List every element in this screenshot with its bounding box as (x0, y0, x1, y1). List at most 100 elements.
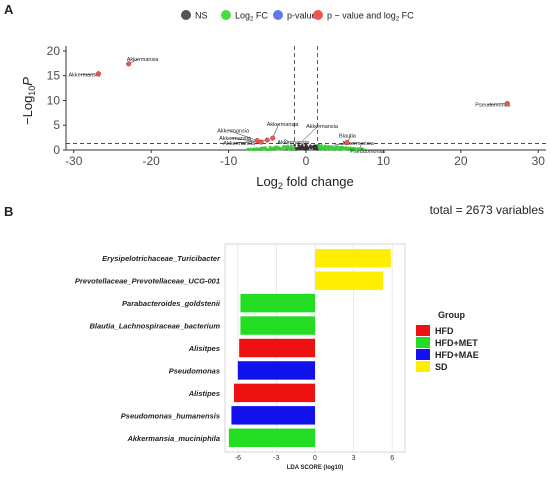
ns-point (297, 145, 301, 149)
ns-point (270, 148, 274, 151)
panel-letter-a: A (4, 2, 14, 17)
ns-point (309, 144, 312, 147)
lda-category-label: Pseudomonas_humanensis (121, 411, 220, 420)
label-leader-line (333, 142, 354, 146)
group-legend-items: HFD HFD+MET HFD+MAE SD (416, 325, 479, 372)
label-leader-line (80, 73, 99, 75)
lda-x-tick-label: 3 (352, 455, 356, 462)
lda-category-label: Prevotellaceae_Prevotellaceae_UCG-001 (75, 277, 220, 286)
significant-point (126, 61, 132, 67)
x-tick-label: 0 (303, 154, 310, 168)
lda-bar (240, 316, 315, 335)
ns-point (321, 146, 324, 150)
legend-label: NS (195, 11, 208, 21)
total-variables: total = 2673 variables (430, 203, 544, 217)
ns-point (304, 147, 308, 150)
significant-point (270, 135, 276, 141)
ns-point (334, 145, 338, 148)
ns-point (316, 148, 319, 151)
ns-point (309, 146, 313, 150)
y-axis-title: −Log10P (20, 77, 37, 125)
point-label: Akkermansia (217, 129, 250, 135)
label-leader-line (229, 130, 258, 141)
ns-point (257, 147, 261, 151)
significant-point (344, 140, 350, 146)
group-legend-swatch (416, 325, 430, 336)
lda-category-label: Alistipes (188, 389, 220, 398)
x-axis-title-rest: fold change (283, 174, 354, 189)
group-legend-label: HFD+MAE (435, 350, 479, 360)
legend-marker (221, 10, 231, 20)
panel-letter-b: B (4, 204, 13, 219)
lda-category-label: Parabacteroides_goldstenii (122, 299, 221, 308)
ns-point (281, 147, 284, 151)
ns-point (264, 148, 268, 152)
ns-point (341, 147, 344, 150)
point-label: Pseudomonas (475, 102, 510, 108)
significant-points (95, 61, 510, 146)
legend-label-main: p − value and log (327, 11, 396, 21)
x-axis-title-main: Log (256, 174, 278, 189)
ns-point (313, 145, 316, 148)
lda-x-tick-label: -6 (235, 455, 241, 462)
legend-label-sub: 2 (250, 17, 254, 23)
point-labels: Akkermansia Akkermansia Pseudomonas Akkerma… (69, 57, 511, 155)
ns-point (319, 148, 323, 152)
ns-point (348, 147, 351, 150)
lda-bar (240, 293, 315, 313)
ns-point (246, 147, 250, 151)
ns-point (266, 148, 270, 151)
legend-label: p − value and log2 FC (327, 11, 414, 23)
group-legend-label: SD (435, 362, 448, 372)
ns-point (300, 143, 304, 147)
y-tick-label: 20 (47, 44, 61, 58)
lda-x-ticks: -6 -3 0 3 6 (235, 455, 394, 462)
ns-point (328, 145, 331, 149)
lda-bar (315, 271, 384, 290)
y-axis-ticks: 0 5 10 15 20 (47, 44, 66, 157)
group-legend-label: HFD+MET (435, 338, 478, 348)
y-axis-title-sub: 10 (27, 86, 37, 96)
x-tick-label: 10 (377, 154, 391, 168)
ns-point (333, 148, 337, 151)
y-tick-label: 0 (53, 143, 60, 157)
ns-point (290, 144, 293, 147)
ns-point (293, 143, 296, 147)
significant-point (95, 71, 102, 77)
point-label: Akkermansia (267, 122, 300, 128)
significant-point (264, 137, 270, 143)
point-label: Blautia (339, 134, 357, 140)
group-legend-swatch (416, 349, 430, 360)
group-legend-label: HFD (435, 326, 454, 336)
ns-point (272, 146, 276, 150)
lda-bar (234, 383, 315, 403)
ns-point (326, 147, 330, 151)
lda-bar (228, 428, 315, 447)
ns-point (357, 148, 361, 151)
ns-point (261, 148, 264, 152)
ns-point (361, 148, 365, 152)
lda-category-label: Erysipelotrichaceae_Turicibacter (102, 254, 221, 263)
x-tick-label: 20 (454, 154, 468, 168)
ns-point (339, 146, 342, 149)
legend-marker (181, 10, 191, 20)
legend-label: p-value (287, 11, 317, 21)
lda-chart: Erysipelotrichaceae_Turicibacter Prevotel… (75, 243, 406, 471)
legend-marker (273, 10, 283, 20)
legend-label-main: NS (195, 11, 208, 21)
legend-label-rest: FC (253, 11, 268, 21)
y-axis-title-main: −Log (20, 96, 35, 125)
point-label: Akkermansia (277, 140, 310, 146)
point-label: Akkermansia (69, 73, 102, 79)
ns-point (283, 146, 286, 149)
legend-label-main: Log (235, 11, 250, 21)
significant-point (504, 100, 510, 106)
ns-point (285, 145, 288, 149)
ns-point (323, 145, 327, 149)
ns-point (278, 146, 281, 149)
ns-point (317, 145, 321, 149)
ns-point (344, 146, 348, 150)
x-tick-label: -30 (65, 154, 83, 168)
x-tick-label: -20 (142, 154, 160, 168)
